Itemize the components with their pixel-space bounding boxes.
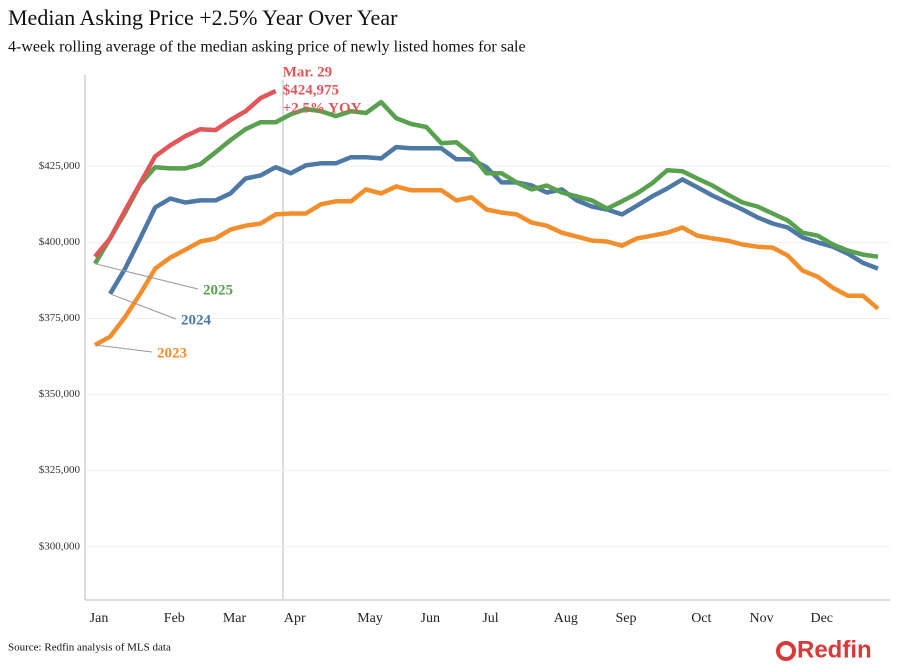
series-line (93, 99, 879, 265)
chart-title: Median Asking Price +2.5% Year Over Year (8, 5, 398, 30)
x-tick-label: Nov (749, 611, 773, 626)
y-tick-label: $300,000 (39, 540, 81, 552)
series-line (108, 144, 879, 295)
annotation: +2.5% YOY (283, 101, 362, 117)
annotation: Mar. 29 (283, 65, 332, 81)
x-tick-label: Aug (554, 611, 578, 626)
series-label: 2023 (157, 345, 187, 361)
x-tick-label: Apr (284, 611, 306, 626)
x-tick-label: Jun (421, 611, 440, 626)
label-leader (94, 344, 153, 353)
label-leader (94, 263, 199, 290)
series-label: 2025 (203, 282, 233, 298)
series-label: 2024 (181, 312, 212, 328)
y-tick-label: $350,000 (39, 388, 81, 400)
chart-subtitle: 4-week rolling average of the median ask… (8, 39, 526, 56)
logo: Redfin (797, 636, 872, 663)
x-tick-label: Jan (90, 611, 109, 626)
y-tick-label: $425,000 (39, 160, 81, 172)
series-line (93, 184, 880, 347)
x-tick-label: Oct (691, 611, 711, 626)
y-tick-label: $325,000 (39, 464, 81, 476)
label-leader (109, 293, 177, 320)
annotation: $424,975 (283, 83, 339, 99)
x-tick-label: Jul (482, 611, 498, 626)
x-tick-label: May (357, 611, 383, 626)
x-tick-label: Mar (223, 611, 247, 626)
source: Source: Redfin analysis of MLS data (8, 642, 171, 654)
logo-icon (776, 641, 796, 661)
x-tick-label: Dec (810, 611, 833, 626)
x-tick-label: Feb (164, 611, 185, 626)
x-tick-label: Sep (616, 611, 637, 626)
y-tick-label: $400,000 (39, 236, 81, 248)
y-tick-label: $375,000 (39, 312, 81, 324)
series-line (93, 89, 277, 259)
